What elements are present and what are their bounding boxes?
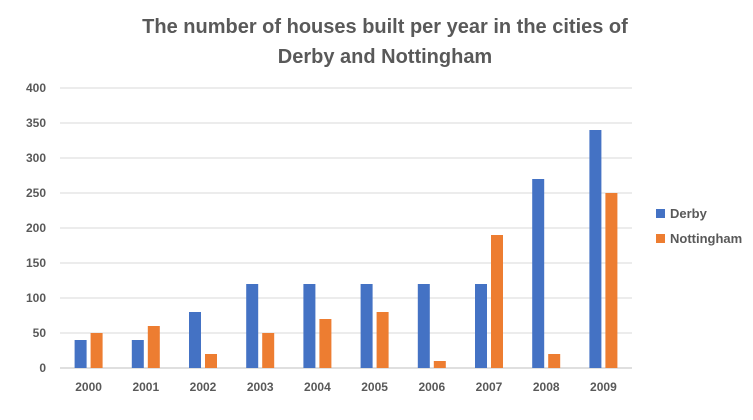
legend: Derby Nottingham (656, 206, 742, 246)
y-tick-label: 250 (26, 186, 46, 200)
x-tick-label: 2005 (361, 380, 388, 394)
bar-nottingham-2007 (491, 235, 503, 368)
legend-label-nottingham: Nottingham (670, 231, 742, 246)
y-tick-label: 100 (26, 291, 46, 305)
x-tick-label: 2001 (132, 380, 159, 394)
chart-title-line-2: Derby and Nottingham (278, 46, 492, 68)
x-axis-tick-labels: 2000 2001 2002 2003 2004 2005 2006 2007 2008 2009 (75, 380, 617, 394)
y-tick-label: 200 (26, 221, 46, 235)
bar-derby-2009 (589, 130, 602, 368)
x-tick-label: 2004 (304, 380, 331, 394)
legend-swatch-nottingham (656, 234, 665, 243)
bar-nottingham-2005 (376, 312, 389, 368)
bar-nottingham-2009 (605, 193, 618, 368)
x-tick-label: 2000 (75, 380, 102, 394)
bar-derby-2003 (246, 284, 259, 368)
legend-swatch-derby (656, 209, 665, 218)
bar-nottingham-2008 (548, 354, 561, 368)
x-tick-label: 2007 (476, 380, 503, 394)
y-tick-label: 300 (26, 151, 46, 165)
bar-nottingham-2006 (433, 361, 446, 368)
legend-label-derby: Derby (670, 206, 708, 221)
gridlines (60, 87, 632, 369)
y-tick-label: 150 (26, 256, 46, 270)
bar-derby-2007 (475, 284, 487, 368)
bar-nottingham-2003 (262, 333, 275, 368)
bar-derby-2002 (189, 312, 201, 368)
y-axis-tick-labels: 0 50 100 150 200 250 300 350 400 (26, 81, 46, 375)
bar-derby-2001 (131, 340, 144, 368)
y-tick-label: 0 (39, 361, 46, 375)
bar-derby-2006 (417, 284, 430, 368)
y-tick-label: 400 (26, 81, 46, 95)
bars (74, 130, 618, 368)
x-tick-label: 2003 (247, 380, 274, 394)
x-tick-label: 2008 (533, 380, 560, 394)
bar-nottingham-2001 (147, 326, 160, 368)
bar-derby-2008 (532, 179, 545, 368)
bar-derby-2005 (360, 284, 373, 368)
x-tick-label: 2006 (418, 380, 445, 394)
bar-nottingham-2002 (205, 354, 217, 368)
y-tick-label: 350 (26, 116, 46, 130)
x-tick-label: 2002 (190, 380, 217, 394)
chart-title-line-1: The number of houses built per year in t… (142, 16, 628, 38)
bar-nottingham-2000 (90, 333, 103, 368)
x-tick-label: 2009 (590, 380, 617, 394)
y-tick-label: 50 (33, 326, 47, 340)
bar-derby-2004 (303, 284, 316, 368)
bar-derby-2000 (74, 340, 87, 368)
bar-nottingham-2004 (319, 319, 332, 368)
